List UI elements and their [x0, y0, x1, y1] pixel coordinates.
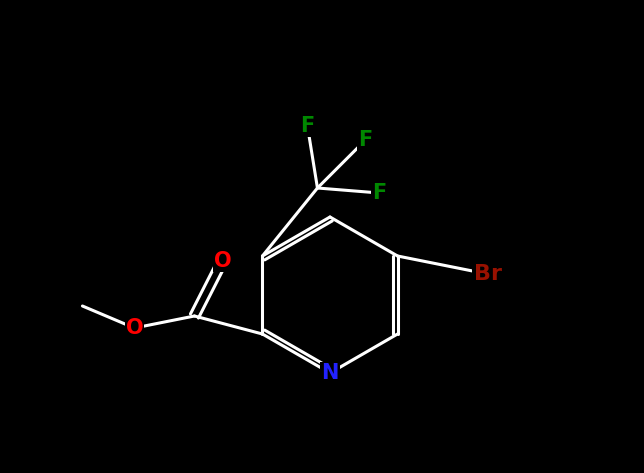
Text: F: F: [300, 116, 314, 136]
Text: O: O: [214, 251, 231, 271]
Text: F: F: [372, 183, 386, 203]
Text: Br: Br: [473, 264, 502, 284]
Text: N: N: [321, 363, 339, 383]
Text: F: F: [358, 130, 373, 150]
Text: O: O: [126, 318, 143, 338]
